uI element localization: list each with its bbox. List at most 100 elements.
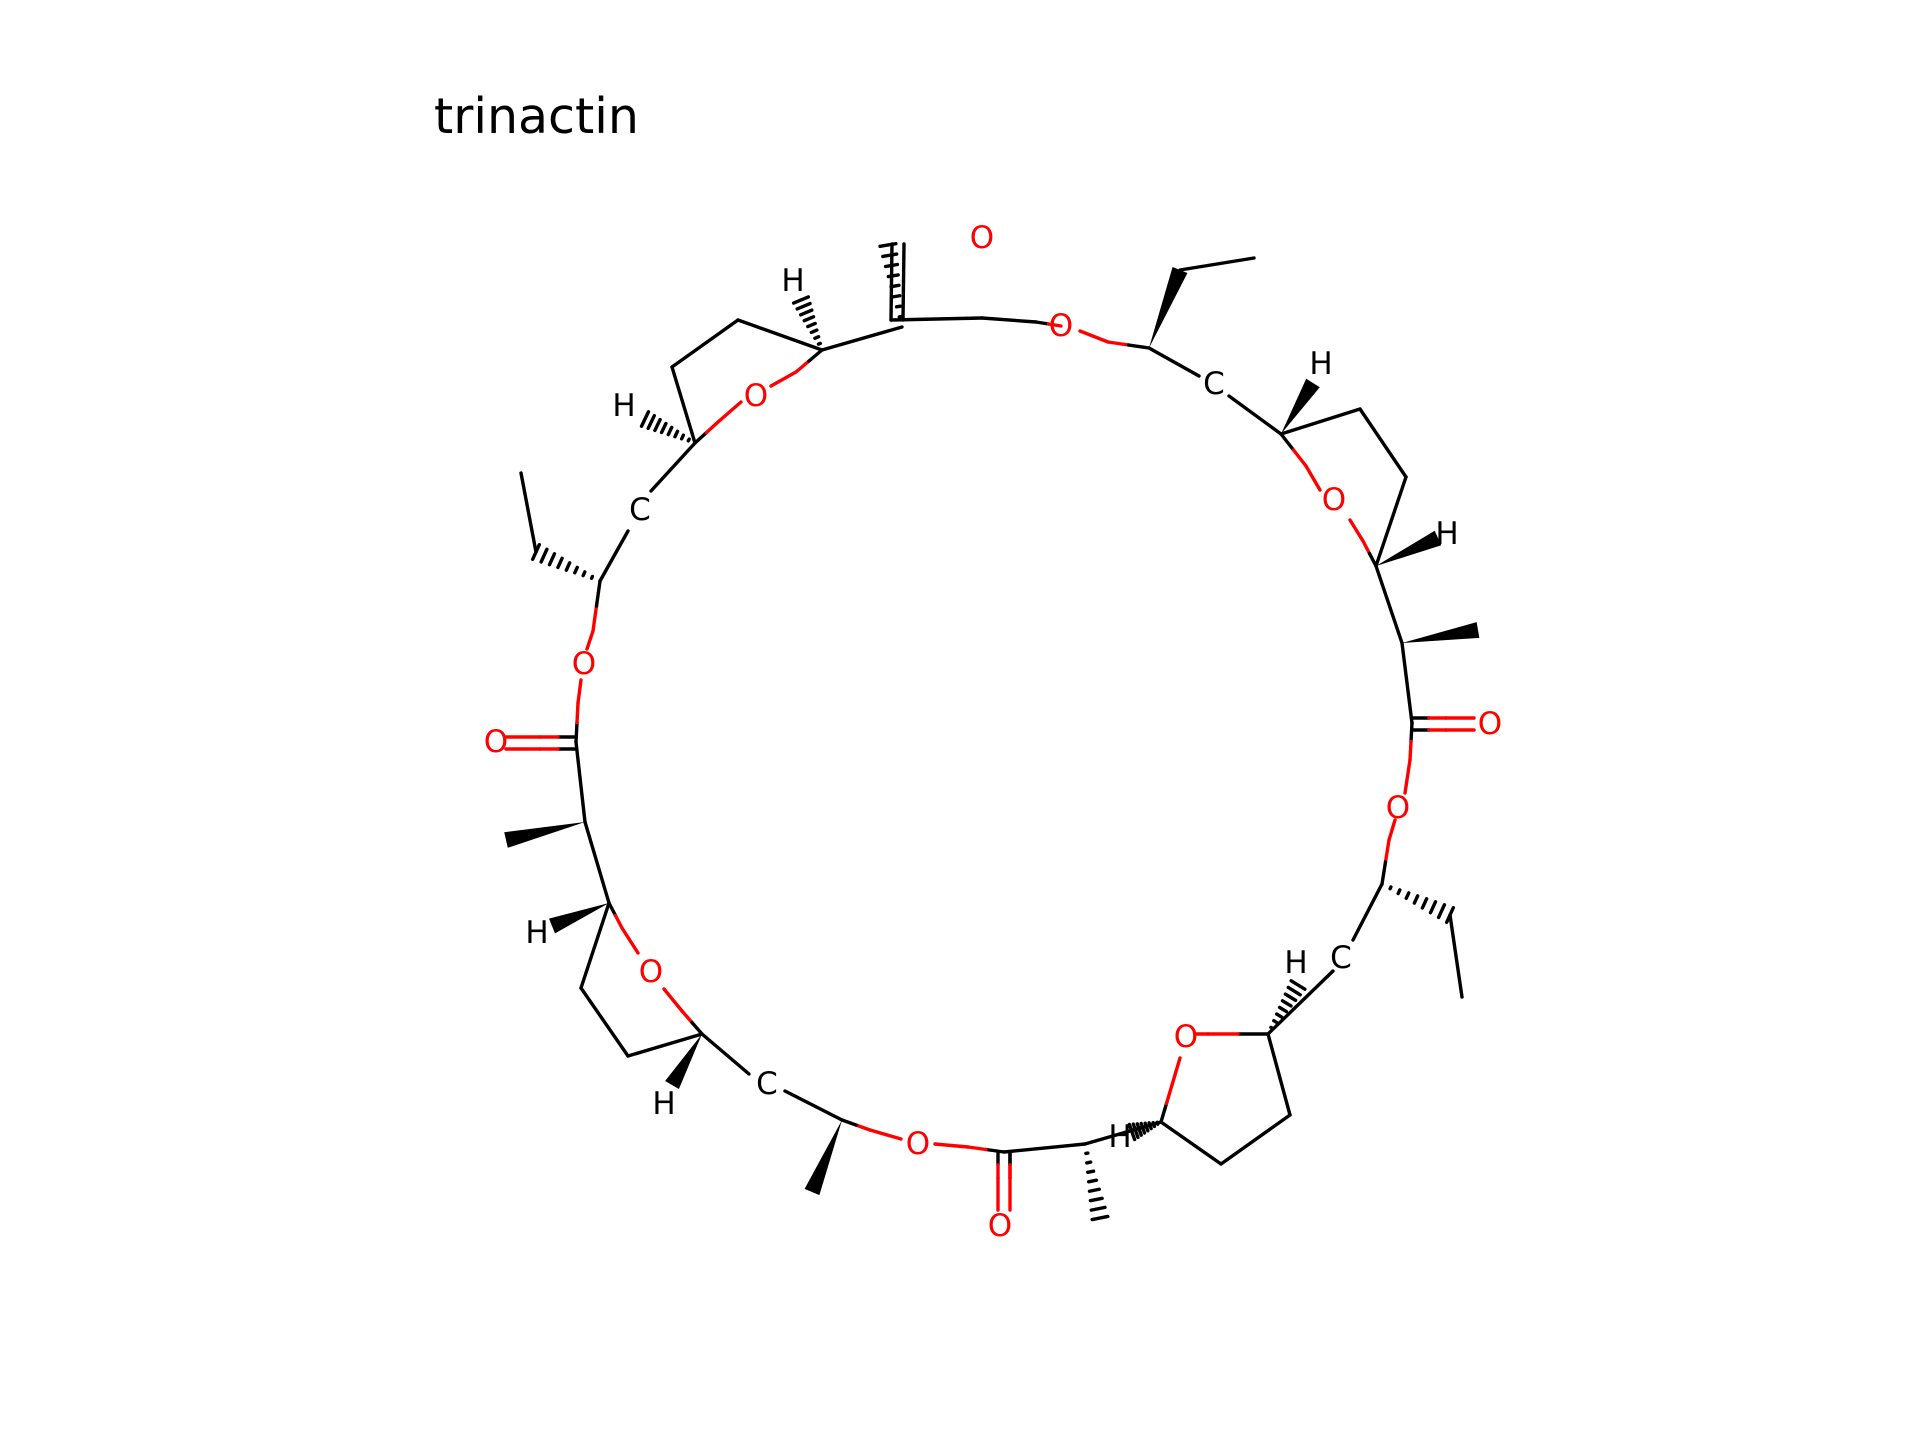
bond-89-b xyxy=(807,348,824,363)
bond-52-b xyxy=(966,1145,988,1152)
bond-20 xyxy=(1374,564,1404,645)
bond-13 xyxy=(1374,475,1408,568)
bond-17-a xyxy=(1361,539,1372,556)
bond-29 xyxy=(1387,818,1397,842)
bond-53 xyxy=(933,1142,970,1149)
bond-65-b xyxy=(690,1020,704,1036)
bond-38 xyxy=(1266,1032,1292,1117)
bond-27-a xyxy=(1409,721,1414,744)
bond-40 xyxy=(1159,1120,1223,1166)
wedge-8 xyxy=(1149,267,1188,348)
bond-30-b xyxy=(1380,860,1388,886)
bond-28 xyxy=(1403,758,1412,795)
bond-30-a xyxy=(1383,838,1391,864)
atom-label-c: C xyxy=(756,1066,778,1102)
wedge-67 xyxy=(549,903,609,934)
bond-9 xyxy=(1178,256,1256,272)
atom-label-o: O xyxy=(1322,482,1346,518)
bond-85 xyxy=(736,318,824,352)
atom-label-c: C xyxy=(629,492,651,528)
bond-70 xyxy=(574,740,587,824)
bond-39 xyxy=(1219,1113,1292,1166)
atom-label-o: O xyxy=(970,220,994,256)
bond-80 xyxy=(519,471,538,554)
atom-label-o: O xyxy=(1386,790,1410,826)
bond-12 xyxy=(1358,407,1408,479)
bond-63 xyxy=(620,926,640,955)
bond-75-a xyxy=(574,720,579,744)
bond-62-a xyxy=(607,901,618,918)
bond-34 xyxy=(1266,969,1335,1036)
bond-4-b xyxy=(1046,322,1063,328)
atom-label-o: O xyxy=(988,1208,1012,1244)
bond-76 xyxy=(576,678,583,705)
bond-3 xyxy=(980,316,1038,324)
atom-label-h: H xyxy=(1284,945,1307,981)
bond-68 xyxy=(583,820,611,905)
bond-88 xyxy=(769,370,798,388)
bond-41-a xyxy=(1159,1101,1169,1124)
atom-label-o: O xyxy=(744,378,768,414)
atom-label-h: H xyxy=(612,388,635,424)
hash-bond-31 xyxy=(1388,885,1456,924)
bond-14-b xyxy=(1291,448,1308,468)
atom-label-c: C xyxy=(1203,366,1225,402)
atom-label-h: H xyxy=(1108,1119,1131,1155)
bond-22 xyxy=(1400,641,1414,725)
bond-75-b xyxy=(575,701,580,725)
wedge-66 xyxy=(665,1034,702,1090)
bond-86-a xyxy=(693,430,709,445)
atom-label-h: H xyxy=(1435,516,1458,552)
bond-33 xyxy=(1351,882,1384,942)
atom-label-c: C xyxy=(1330,940,1352,976)
bond-87 xyxy=(716,400,743,424)
bond-10 xyxy=(1227,394,1283,436)
bond-58 xyxy=(700,1032,751,1076)
bond-6-a xyxy=(1106,340,1131,347)
bond-14-a xyxy=(1279,432,1296,452)
hash-bond-45 xyxy=(1084,1151,1110,1222)
bond-27-b xyxy=(1408,739,1413,762)
bond-11 xyxy=(1279,407,1362,436)
bond-82 xyxy=(649,441,697,493)
bond-78-a xyxy=(591,604,599,633)
compound-name: trinactin xyxy=(434,88,639,145)
atom-label-o: O xyxy=(1174,1019,1198,1055)
hash-bond-91 xyxy=(791,295,822,346)
atom-label-h: H xyxy=(525,915,548,951)
bond-89-a xyxy=(794,359,811,374)
atom-label-o: O xyxy=(484,724,508,760)
wedge-18 xyxy=(1281,378,1320,434)
bond-7 xyxy=(1147,346,1201,378)
wedge-19 xyxy=(1376,530,1442,566)
bond-57 xyxy=(783,1089,844,1122)
wedge-21 xyxy=(1402,622,1480,643)
bond-46 xyxy=(1002,1142,1087,1154)
atom-label-h: H xyxy=(652,1086,675,1122)
bond-44 xyxy=(1083,1120,1163,1146)
bond-4-a xyxy=(1034,320,1051,326)
bond-60 xyxy=(579,986,630,1058)
bond-1 xyxy=(889,242,894,322)
wedge-69 xyxy=(504,822,585,848)
bond-54 xyxy=(868,1128,903,1141)
atom-label-o: O xyxy=(1478,706,1502,742)
atom-label-h: H xyxy=(1309,346,1332,382)
bond-0 xyxy=(889,316,984,322)
atom-label-o: O xyxy=(639,954,663,990)
bond-6-b xyxy=(1126,343,1151,350)
bond-77 xyxy=(585,629,595,651)
bond-86-b xyxy=(704,420,720,435)
bond-15 xyxy=(1304,464,1322,492)
atom-label-o: O xyxy=(1049,308,1073,344)
bond-42 xyxy=(1170,1056,1182,1087)
bond-41-b xyxy=(1164,1083,1174,1106)
bond-83 xyxy=(670,365,697,445)
atom-label-h: H xyxy=(781,263,804,299)
bond-52-a xyxy=(984,1147,1006,1154)
hash-bond-35 xyxy=(1269,979,1307,1031)
bond-62-b xyxy=(613,913,624,930)
bond-64 xyxy=(662,987,684,1013)
bond-16 xyxy=(1348,518,1365,543)
